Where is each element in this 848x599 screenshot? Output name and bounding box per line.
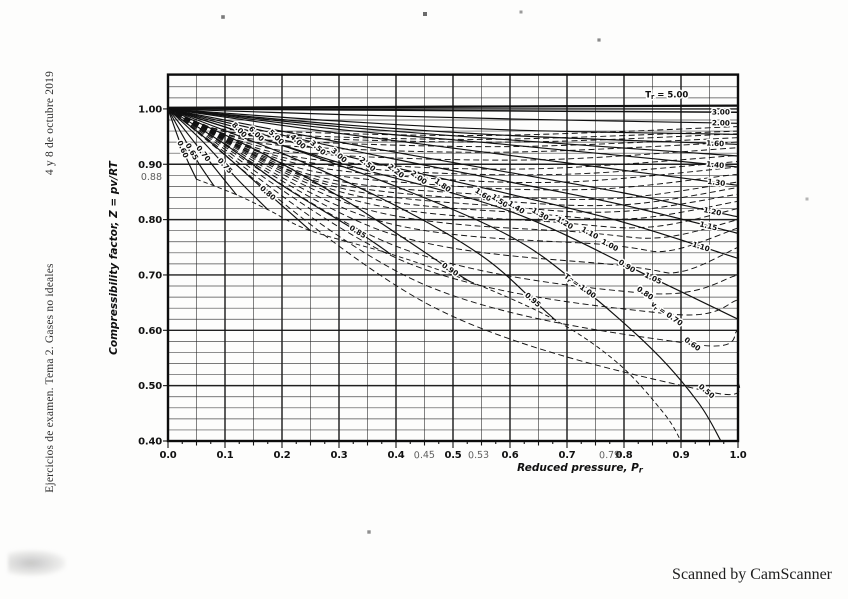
saturation-curve-unlabeled [196,178,682,442]
tr-solid-curve-1.40 [167,108,739,168]
x-tick-0.9: 0.9 [672,450,689,461]
handwritten-x-0.79: 0.79 [599,450,621,462]
x-tick-0.0: 0.0 [159,450,176,461]
vr-dashed-curve-1.10 [167,108,739,239]
x-tick-0.2: 0.2 [273,450,290,461]
vr-dashed-label-0.60: 0.60 [683,335,703,353]
vr-dashed-curve-1.00 [167,108,739,253]
camscanner-watermark: Scanned by CamScanner [672,566,832,583]
tr-solid-curve-0.85 [167,108,391,255]
y-tick-0.60: 0.60 [138,326,162,337]
y-tick-0.70: 0.70 [138,270,162,281]
vr-dashed-curve-8.00 [167,108,739,137]
tr-solid-curve-1.60 [167,108,739,145]
x-tick-0.4: 0.4 [387,450,404,461]
x-tick-1.0: 1.0 [729,450,746,461]
handwritten-x-0.53: 0.53 [468,450,490,462]
tr-solid-label-1.30: 1.30 [707,177,726,188]
tr-solid-curve-0.60 [167,108,198,180]
x-tick-0.7: 0.7 [558,450,575,461]
vr-dashed-curve-3.50 [167,108,739,153]
vr-dashed-curve-1.40 [167,108,739,213]
vr-dashed-curve-2.50 [167,108,739,170]
tr-solid-label-2.00: 2.00 [712,118,730,127]
axis-titles: Reduced pressure, Pr Compressibility fact… [108,160,644,474]
tr-solid-curve-0.70 [167,108,237,196]
tr-solid-curve-0.95 [167,108,557,321]
tr-solid-label-1.05: 1.05 [643,270,663,286]
vr-dashed-curve-1.50 [167,108,739,207]
handwritten-annotations: 0.45 0.53 0.79 0.88 [141,172,621,461]
tr-solid-curve-2.00 [167,108,739,124]
vr-dashed-curve-2.00 [167,108,739,184]
tr-solid-label-1.20: 1.20 [703,205,722,217]
tr-solid-label-3.00: 3.00 [712,107,730,116]
vr-dashed-curve-0.60 [167,108,739,347]
tr-solid-curve-unlabeled [167,108,739,157]
vr-dashed-curve-2.20 [167,108,739,176]
tr-solid-curve-1.20 [167,108,739,218]
y-tick-0.90: 0.90 [138,160,162,171]
tr-solid-curve-0.75 [167,108,269,211]
tr-solid-label-1.40: 1.40 [706,159,725,170]
x-tick-0.1: 0.1 [216,450,233,461]
vr-dashed-curve-1.60 [167,108,739,200]
x-tick-0.3: 0.3 [330,450,347,461]
x-tick-0.8: 0.8 [615,450,632,461]
tr-solid-curve-1.10 [167,108,739,259]
vr-dashed-label-1.10: 1.10 [580,225,600,242]
tr-solid-curve-0.65 [167,108,215,186]
x-tick-0.5: 0.5 [444,450,461,461]
tr-solid-curve-3.00 [167,108,739,113]
tr-solid-curve-T-r-1.00 [167,108,722,442]
tr-solid-curve-unlabeled [167,108,739,135]
tr-solid-curve-1.30 [167,108,739,186]
chart-curves [166,104,741,442]
tr-solid-label-1.60: 1.60 [706,139,724,149]
x-axis-title: Reduced pressure, Pr [517,462,644,475]
scan-smudge [8,550,66,576]
vr-dashed-curve-1.80 [167,108,739,191]
x-tick-0.6: 0.6 [501,450,518,461]
vr-dashed-label-1.00: 1.00 [600,237,620,253]
vr-dashed-label-1.20: 1.20 [555,214,575,231]
tr-solid-curve-0.80 [167,108,312,232]
vr-dashed-curve-0.50 [167,108,741,396]
y-tick-1.00: 1.00 [138,104,162,115]
vr-dashed-curve-0.80 [167,108,739,295]
tr-solid-curve-T-r-5.00 [166,104,740,109]
vr-dashed-curve-1.30 [167,108,739,220]
y-tick-0.50: 0.50 [138,381,162,392]
annotation-T-r-5.00: Tr = 5.00 [645,91,688,102]
vr-dashed-label-0.50: 0.50 [697,382,717,400]
scan-specks [0,0,2,2]
handwritten-y-0.88: 0.88 [141,172,162,183]
vr-dashed-label-0.90: 0.90 [617,257,637,274]
chart-annotations: Tr = 5.00 [644,89,690,103]
tr-solid-curve-1.15 [167,108,739,234]
vr-dashed-curve-1.20 [167,108,739,229]
y-tick-0.40: 0.40 [138,437,162,448]
vr-dashed-curve-v-r-0.70 [167,108,739,316]
vr-dashed-curve-5.00 [167,108,739,143]
handwritten-x-0.45: 0.45 [414,450,436,462]
y-axis-title: Compressibility factor, Z = pv/RT [108,160,120,355]
vr-dashed-label-0.80: 0.80 [635,284,655,302]
y-tick-0.80: 0.80 [138,215,162,226]
axis-labels: 0.0 0.1 0.2 0.3 0.4 0.5 0.6 0.7 0.8 0.9 1.0 1.00 0.9… [138,104,747,461]
